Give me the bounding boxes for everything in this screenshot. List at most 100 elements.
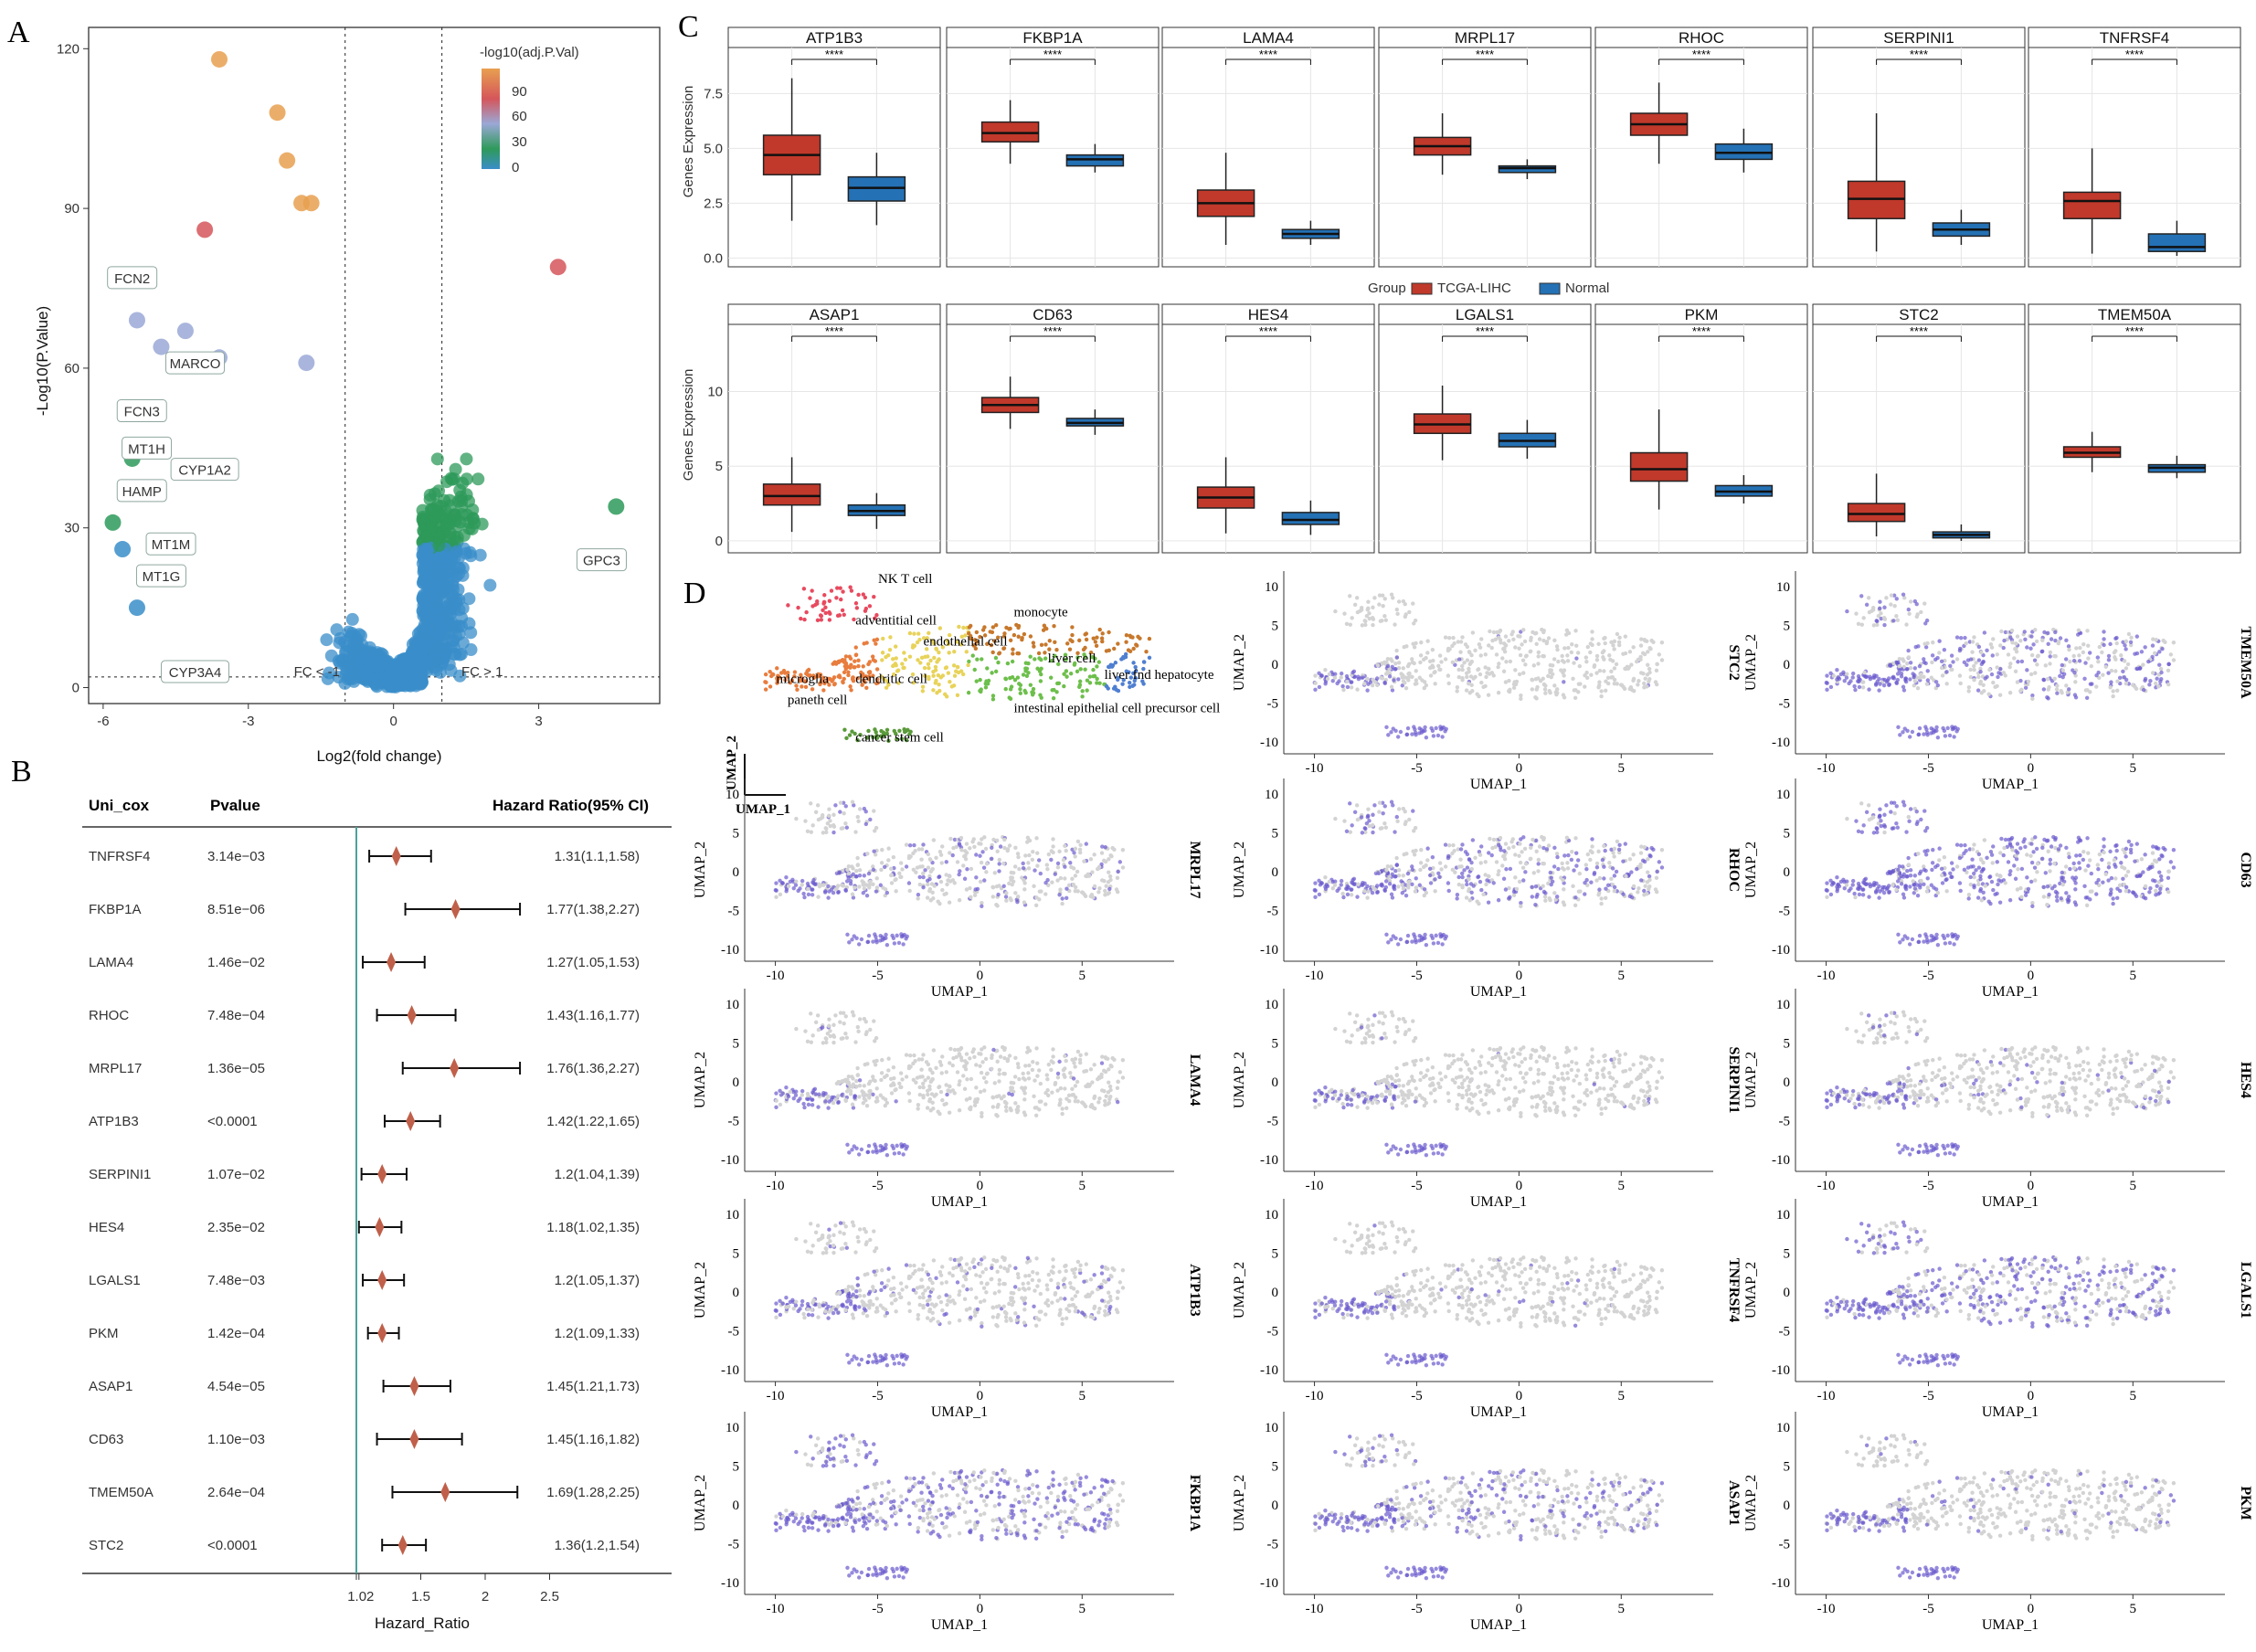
umap-point	[1989, 645, 1995, 650]
umap-point	[1450, 660, 1456, 665]
umap-point	[1501, 876, 1507, 881]
umap-point	[1547, 688, 1552, 694]
umap-cluster-point	[967, 659, 971, 664]
umap-point	[1456, 874, 1461, 880]
umap-point	[1481, 684, 1486, 690]
umap-cluster-point	[893, 644, 898, 649]
umap-point	[1366, 807, 1371, 811]
umap-point	[2023, 685, 2028, 690]
umap-point	[1886, 676, 1891, 681]
volcano-x-tick-label: -6	[97, 714, 109, 729]
umap-point	[1005, 847, 1011, 852]
umap-point	[980, 904, 984, 908]
umap-point	[1427, 866, 1433, 872]
umap-point	[1375, 871, 1381, 875]
umap-point	[774, 888, 778, 893]
umap-point	[1057, 893, 1062, 897]
umap-point	[1621, 859, 1626, 863]
umap-point	[1546, 843, 1552, 848]
umap-cluster-point	[847, 733, 853, 737]
umap-point	[1610, 659, 1615, 663]
umap-point	[1659, 865, 1665, 870]
umap-point	[2128, 640, 2134, 645]
umap-point	[815, 803, 821, 808]
umap-point	[886, 846, 891, 851]
facet-title: LGALS1	[1456, 306, 1514, 323]
umap-point	[2055, 683, 2060, 688]
umap-point	[1645, 892, 1649, 896]
umap-point	[1508, 866, 1513, 872]
umap-cluster-point	[990, 697, 996, 702]
umap-point	[1071, 866, 1076, 871]
umap-point	[1874, 682, 1879, 686]
umap-point	[1910, 729, 1915, 735]
umap-point	[1366, 599, 1371, 604]
umap-point	[1857, 679, 1861, 684]
umap-point	[1534, 641, 1539, 646]
umap-point	[1455, 689, 1459, 694]
umap-cluster-point	[1070, 639, 1075, 644]
umap-point	[1602, 636, 1606, 641]
umap-y-tick-label: 0	[1784, 658, 1791, 672]
umap-point	[1399, 672, 1403, 676]
legend-label-tumor: TCGA-LIHC	[1437, 281, 1511, 296]
umap-point	[1470, 630, 1476, 635]
umap-point	[788, 879, 793, 884]
forest-ci: 1.77(1.38,2.27)	[546, 902, 640, 917]
umap-cluster-point	[841, 589, 845, 594]
umap-point	[2014, 641, 2018, 646]
umap-point	[1494, 860, 1499, 864]
umap-cluster-point	[822, 593, 827, 598]
umap-point	[1035, 851, 1040, 855]
umap-point	[1991, 680, 1996, 685]
forest-pvalue: 1.07e−02	[207, 1167, 265, 1182]
umap-point	[1479, 844, 1484, 849]
umap-point	[1034, 895, 1039, 900]
umap-point	[1348, 830, 1353, 834]
umap-point	[911, 867, 916, 873]
umap-point	[2114, 895, 2120, 901]
umap-point	[1022, 900, 1027, 905]
box-body	[762, 483, 821, 506]
umap-point	[1986, 692, 1991, 696]
umap-point	[1867, 609, 1872, 615]
umap-point	[1600, 651, 1605, 655]
umap-point	[1485, 671, 1489, 675]
volcano-point	[298, 355, 315, 372]
umap-point	[1382, 597, 1387, 601]
umap-point	[1905, 661, 1910, 666]
umap-point	[1584, 670, 1589, 675]
panel-label-c: C	[678, 10, 699, 44]
umap-point	[1337, 679, 1341, 683]
umap-point	[1469, 659, 1474, 664]
umap-point	[1340, 683, 1345, 689]
umap-y-label: UMAP_2	[1232, 842, 1247, 898]
umap-point	[1465, 658, 1470, 662]
umap-point	[1903, 678, 1908, 683]
forest-ci: 1.42(1.22,1.65)	[546, 1114, 640, 1129]
umap-point	[1979, 650, 1984, 655]
umap-point	[1657, 860, 1662, 864]
umap-x-label: UMAP_1	[1470, 777, 1527, 792]
umap-cluster-point	[866, 662, 871, 667]
umap-point	[1414, 876, 1418, 881]
umap-point	[1533, 902, 1538, 907]
umap-point	[1365, 676, 1370, 682]
umap-point	[1436, 871, 1441, 875]
umap-point	[1387, 882, 1393, 886]
forest-pvalue: 2.64e−04	[207, 1485, 265, 1500]
umap-point	[1590, 630, 1594, 634]
forest-x-tick-label: 1.02	[347, 1589, 374, 1604]
umap-point	[1099, 851, 1105, 855]
umap-point	[1469, 866, 1474, 872]
umap-cluster-point	[801, 587, 807, 591]
umap-point	[1389, 864, 1393, 869]
umap-point	[1995, 652, 1999, 657]
umap-point	[1878, 599, 1882, 604]
umap-point	[1536, 662, 1541, 666]
umap-point	[1471, 676, 1476, 681]
box-y-tick-label: 7.5	[704, 86, 723, 101]
volcano-point	[416, 622, 429, 636]
umap-point	[1599, 689, 1604, 694]
umap-cluster-point	[1077, 684, 1082, 690]
